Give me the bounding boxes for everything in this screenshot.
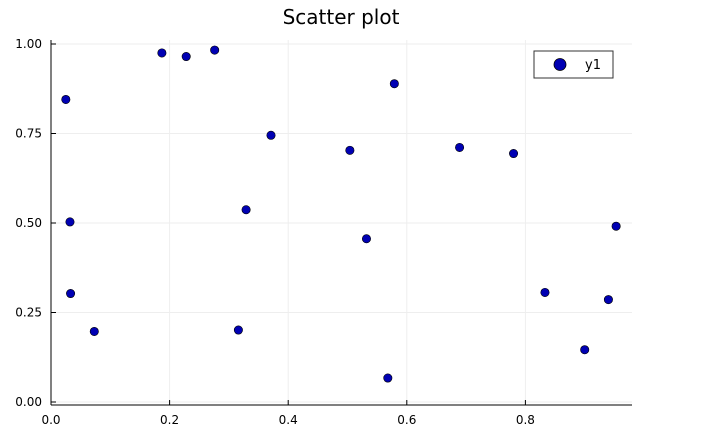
legend-box <box>533 50 614 79</box>
data-point <box>65 217 75 227</box>
y-tick-label: 0.25 <box>15 306 42 320</box>
data-point <box>157 48 167 58</box>
data-point <box>389 79 399 89</box>
data-point <box>603 295 613 305</box>
data-point <box>241 205 251 215</box>
x-ticks: 0.0 0.2 0.4 0.6 0.8 <box>41 400 535 427</box>
data-point <box>89 326 99 336</box>
legend-marker-y1 <box>553 58 567 71</box>
data-point <box>181 52 191 62</box>
legend-label-y1: y1 <box>585 58 601 73</box>
x-tick-label: 0.0 <box>41 413 60 427</box>
y-tick-label: 1.00 <box>15 37 42 51</box>
data-point <box>509 149 519 159</box>
data-points <box>61 45 621 383</box>
data-point <box>611 221 621 231</box>
data-point <box>266 130 276 140</box>
chart-title: Scatter plot <box>283 5 400 29</box>
x-tick-label: 0.4 <box>279 413 298 427</box>
grid-layer <box>51 40 632 405</box>
data-point <box>66 289 76 299</box>
legend: y1 <box>533 50 614 79</box>
data-point <box>580 345 590 355</box>
x-tick-label: 0.6 <box>397 413 416 427</box>
data-point <box>210 45 220 55</box>
x-tick-label: 0.8 <box>516 413 535 427</box>
data-point <box>455 142 465 152</box>
data-point <box>345 145 355 155</box>
data-point <box>383 373 393 383</box>
y-tick-label: 0.00 <box>15 395 42 409</box>
data-point <box>361 234 371 244</box>
y-ticks: 0.00 0.25 0.50 0.75 1.00 <box>15 37 56 409</box>
data-point <box>233 325 243 335</box>
y-tick-label: 0.50 <box>15 216 42 230</box>
data-point <box>540 287 550 297</box>
data-point <box>61 94 71 104</box>
y-tick-label: 0.75 <box>15 127 42 141</box>
x-tick-label: 0.2 <box>160 413 179 427</box>
